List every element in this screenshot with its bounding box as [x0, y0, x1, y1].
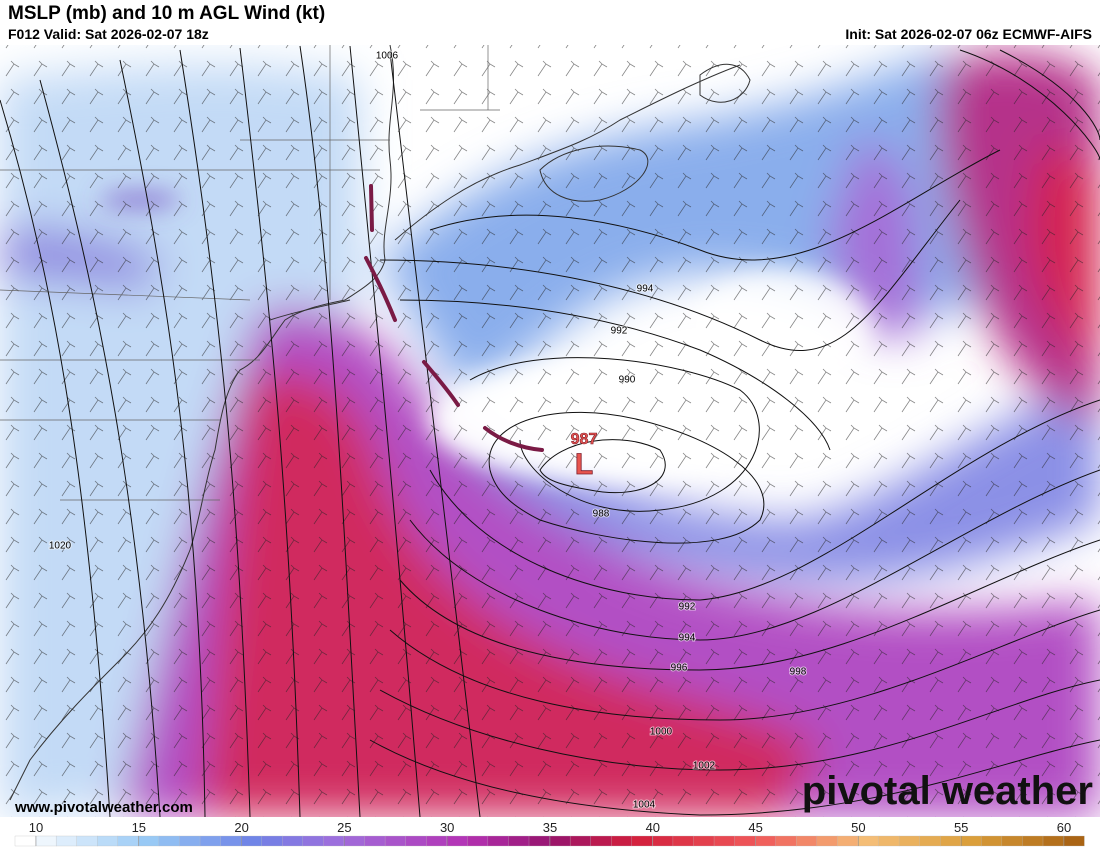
- colorbar-tick-label: 20: [234, 820, 248, 835]
- isobar-label: 1004: [633, 800, 656, 811]
- colorbar-tick-label: 45: [748, 820, 762, 835]
- fronts: [364, 184, 544, 452]
- low-letter: L: [575, 448, 593, 481]
- low-pressure: 987: [571, 431, 598, 448]
- isobar-label: 1020: [49, 541, 72, 552]
- colorbar-tick-label: 30: [440, 820, 454, 835]
- isobar-label: 1006: [376, 51, 399, 62]
- title: MSLP (mb) and 10 m AGL Wind (kt): [8, 3, 326, 24]
- isobars: [0, 45, 1100, 817]
- isobar-label: 990: [619, 375, 636, 386]
- colorbar-tick-label: 35: [543, 820, 557, 835]
- coastlines: [9, 45, 751, 801]
- isobar-label: 998: [790, 667, 807, 678]
- colorbar-tick-label: 50: [851, 820, 865, 835]
- isobar-labels: 1006 994 992 990 988 992 994 996 998 1000 1002 1004…: [48, 50, 808, 812]
- watermark-brand: pivotal weather: [802, 769, 1093, 813]
- colorbar-tick-label: 55: [954, 820, 968, 835]
- colorbar-tick-label: 40: [646, 820, 660, 835]
- isobar-label: 994: [679, 633, 696, 644]
- borders: [0, 45, 500, 501]
- isobar-label: 1002: [693, 761, 716, 772]
- isobar-label: 994: [637, 284, 654, 295]
- valid-time: F012 Valid: Sat 2026-02-07 18z: [8, 26, 209, 42]
- colorbar-tick-label: 10: [29, 820, 43, 835]
- init-time: Init: Sat 2026-02-07 06z ECMWF-AIFS: [845, 26, 1092, 42]
- isobar-label: 1000: [650, 727, 673, 738]
- isobar-label: 988: [593, 509, 610, 520]
- colorbar-tick-label: 25: [337, 820, 351, 835]
- isobar-label: 992: [679, 602, 696, 613]
- colorbar-tick-label: 60: [1057, 820, 1071, 835]
- isobar-label: 996: [671, 663, 688, 674]
- wind-barbs: [0, 45, 1100, 817]
- colorbar: 10 15 20 25 30 35 40 45 50 55 60: [14, 820, 1085, 847]
- colorbar-tick-label: 15: [132, 820, 146, 835]
- map-field: [0, 45, 1100, 817]
- watermark-url: www.pivotalweather.com: [14, 799, 193, 816]
- isobar-label: 992: [611, 326, 628, 337]
